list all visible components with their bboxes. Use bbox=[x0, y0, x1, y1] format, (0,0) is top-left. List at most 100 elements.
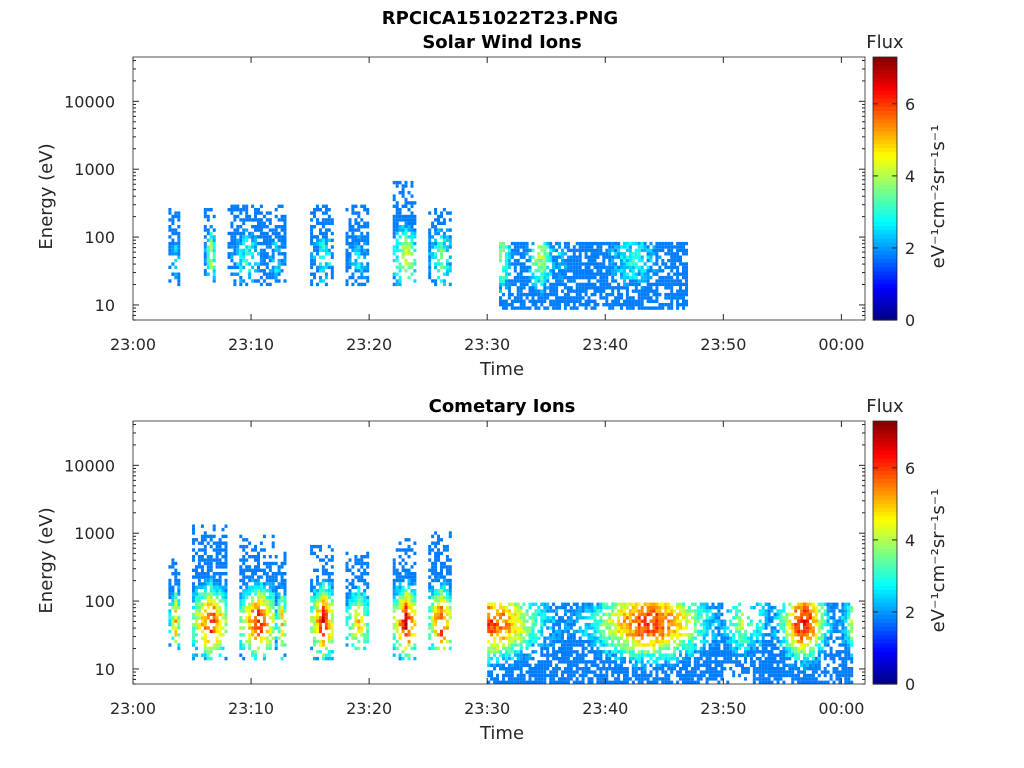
colorbar-segment bbox=[873, 478, 897, 484]
colorbar-segment bbox=[873, 425, 897, 430]
colorbar-segment bbox=[873, 237, 897, 243]
x-tick-label: 23:30 bbox=[464, 335, 510, 354]
burst-7 bbox=[428, 208, 452, 287]
colorbar-segment bbox=[873, 457, 897, 463]
colorbar-segment bbox=[873, 593, 897, 599]
colorbar-segment bbox=[873, 511, 897, 517]
colorbar-segment bbox=[873, 441, 897, 447]
burst-7 bbox=[428, 531, 452, 651]
y-tick-label: 100 bbox=[84, 592, 115, 611]
colorbar-tick-label: 0 bbox=[905, 675, 915, 694]
colorbar-segment bbox=[873, 556, 897, 562]
burst-4 bbox=[310, 544, 334, 661]
colorbar-segment bbox=[873, 494, 897, 500]
colorbar-segment bbox=[873, 159, 897, 165]
colorbar-segment bbox=[873, 663, 897, 669]
burst-1 bbox=[192, 524, 228, 661]
colorbar-segment bbox=[873, 659, 897, 665]
colorbar-segment bbox=[873, 110, 897, 116]
colorbar-label: Flux bbox=[866, 32, 904, 53]
colorbar-segment bbox=[873, 647, 897, 652]
colorbar-segment bbox=[873, 155, 897, 161]
y-tick-label: 10000 bbox=[64, 92, 115, 111]
colorbar-tick-label: 4 bbox=[905, 531, 915, 550]
colorbar-segment bbox=[873, 486, 897, 492]
colorbar-segment bbox=[873, 229, 897, 235]
colorbar-segment bbox=[873, 77, 897, 83]
colorbar-segment bbox=[873, 184, 897, 190]
colorbar-segment bbox=[873, 507, 897, 513]
colorbar-segment bbox=[873, 221, 897, 227]
axes-frame bbox=[132, 56, 866, 321]
colorbar-segment bbox=[873, 515, 897, 521]
colorbar-segment bbox=[873, 470, 897, 476]
burst-4 bbox=[310, 204, 334, 287]
colorbar-tick-label: 6 bbox=[905, 459, 915, 478]
colorbar-segment bbox=[873, 605, 897, 611]
colorbar-segment bbox=[873, 585, 897, 591]
colorbar-segment bbox=[873, 122, 897, 128]
x-tick-label: 23:20 bbox=[346, 699, 392, 718]
colorbar-unit: eV⁻¹cm⁻²sr⁻¹s⁻¹ bbox=[928, 125, 949, 269]
colorbar-segment bbox=[873, 250, 897, 255]
colorbar-segment bbox=[873, 474, 897, 480]
x-tick-label: 23:00 bbox=[110, 335, 156, 354]
colorbar-segment bbox=[873, 246, 897, 251]
x-tick-label: 23:40 bbox=[582, 699, 628, 718]
colorbar-segment bbox=[873, 552, 897, 558]
colorbar-segment bbox=[873, 618, 897, 623]
colorbar-segment bbox=[873, 311, 897, 317]
colorbar-segment bbox=[873, 315, 897, 321]
colorbar-label: Flux bbox=[866, 396, 904, 417]
colorbar-unit: eV⁻¹cm⁻²sr⁻¹s⁻¹ bbox=[928, 489, 949, 633]
y-axis-label: Energy (eV) bbox=[36, 143, 57, 249]
colorbar-segment bbox=[873, 437, 897, 443]
colorbar-tick-label: 0 bbox=[905, 311, 915, 330]
colorbar-segment bbox=[873, 135, 897, 140]
burst-8 bbox=[499, 241, 559, 310]
colorbar-segment bbox=[873, 642, 897, 648]
colorbar-segment bbox=[873, 172, 897, 177]
colorbar-segment bbox=[873, 209, 897, 214]
colorbar-segment bbox=[873, 523, 897, 529]
colorbar-segment bbox=[873, 651, 897, 656]
colorbar-segment bbox=[873, 254, 897, 259]
burst-10 bbox=[758, 602, 854, 684]
colorbar-segment bbox=[873, 679, 897, 685]
colorbar-segment bbox=[873, 449, 897, 455]
colorbar-segment bbox=[873, 130, 897, 136]
colorbar-segment bbox=[873, 564, 897, 570]
y-axis-label: Energy (eV) bbox=[36, 507, 57, 613]
x-tick-label: 00:00 bbox=[818, 335, 864, 354]
colorbar-frame bbox=[872, 420, 898, 685]
colorbar-segment bbox=[873, 258, 897, 264]
colorbar: 0 2 4 6 Flux eV⁻¹cm⁻²sr⁻¹s⁻¹ bbox=[866, 396, 949, 694]
colorbar-segment bbox=[873, 270, 897, 276]
y-tick-label: 10000 bbox=[64, 456, 115, 475]
colorbar-segment bbox=[873, 445, 897, 451]
colorbar-segment bbox=[873, 291, 897, 296]
colorbar: 0 2 4 6 Flux eV⁻¹cm⁻²sr⁻¹s⁻¹ bbox=[866, 32, 949, 330]
colorbar-segment bbox=[873, 540, 897, 545]
colorbar-segment bbox=[873, 151, 897, 157]
colorbar-segment bbox=[873, 213, 897, 218]
colorbar-segment bbox=[873, 262, 897, 268]
colorbar-segment bbox=[873, 73, 897, 79]
colorbar-segment bbox=[873, 429, 897, 434]
burst-5 bbox=[345, 204, 370, 287]
colorbar-segment bbox=[873, 626, 897, 632]
colorbar-segment bbox=[873, 233, 897, 239]
colorbar-segment bbox=[873, 499, 897, 504]
colorbar-segment bbox=[873, 610, 897, 615]
colorbar-segment bbox=[873, 560, 897, 566]
x-tick-label: 23:00 bbox=[110, 699, 156, 718]
colorbar-segment bbox=[873, 196, 897, 202]
panel-solar-wind: 23:00 23:10 23:20 23:30 23:40 23:50 00:00 10 100… bbox=[36, 32, 949, 380]
colorbar-segment bbox=[873, 81, 897, 87]
burst-5 bbox=[345, 551, 370, 651]
axes-frame bbox=[132, 420, 866, 685]
colorbar-segment bbox=[873, 188, 897, 194]
colorbar-segment bbox=[873, 61, 897, 66]
y-tick-label: 10 bbox=[95, 660, 115, 679]
colorbar-segment bbox=[873, 536, 897, 541]
